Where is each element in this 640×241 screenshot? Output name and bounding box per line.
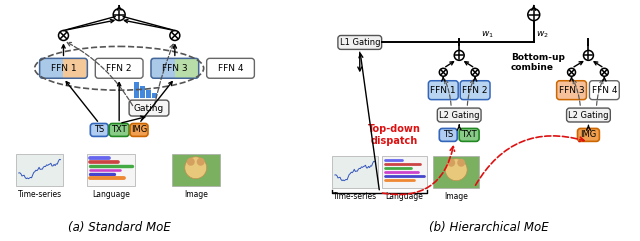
Text: TXT: TXT [461,130,477,139]
FancyBboxPatch shape [172,154,220,186]
Text: FFN 2: FFN 2 [462,86,488,95]
FancyBboxPatch shape [109,123,129,136]
Text: FFN 4: FFN 4 [218,64,243,73]
FancyBboxPatch shape [130,123,148,136]
FancyBboxPatch shape [63,58,87,78]
FancyBboxPatch shape [87,154,135,186]
Bar [146,90,151,98]
Text: Image: Image [444,192,468,201]
Text: $w_1$: $w_1$ [481,30,494,40]
FancyBboxPatch shape [439,128,457,141]
FancyBboxPatch shape [151,58,176,78]
Text: Image: Image [184,190,207,199]
FancyBboxPatch shape [175,58,198,78]
FancyBboxPatch shape [207,58,254,78]
Circle shape [457,159,465,167]
FancyBboxPatch shape [460,81,490,100]
Text: FFN 3: FFN 3 [162,64,188,73]
Text: $w_2$: $w_2$ [536,30,548,40]
FancyBboxPatch shape [428,81,458,100]
Text: IMG: IMG [131,126,147,134]
Text: FFN 1: FFN 1 [431,86,456,95]
Text: Top-down
dispatch: Top-down dispatch [368,124,421,146]
Text: TS: TS [94,126,104,134]
FancyBboxPatch shape [459,128,479,141]
Circle shape [185,157,207,179]
Text: FFN 1: FFN 1 [51,64,76,73]
FancyBboxPatch shape [338,35,381,49]
Text: Language: Language [385,192,424,201]
Bar [152,93,157,98]
Text: L2 Gating: L2 Gating [568,111,609,120]
FancyBboxPatch shape [381,156,428,187]
Text: (b) Hierarchical MoE: (b) Hierarchical MoE [429,221,549,234]
Text: Language: Language [92,190,130,199]
FancyBboxPatch shape [557,81,586,100]
Text: Gating: Gating [134,104,164,113]
Circle shape [447,159,455,167]
FancyBboxPatch shape [566,108,611,122]
FancyBboxPatch shape [95,58,143,78]
Text: Time-series: Time-series [17,190,61,199]
FancyBboxPatch shape [40,58,65,78]
Text: TS: TS [443,130,453,139]
Text: L2 Gating: L2 Gating [439,111,479,120]
FancyBboxPatch shape [589,81,620,100]
Text: (a) Standard MoE: (a) Standard MoE [68,221,170,234]
FancyBboxPatch shape [90,123,108,136]
Text: IMG: IMG [580,130,596,139]
Circle shape [187,158,195,166]
Text: FFN 3: FFN 3 [559,86,584,95]
Text: Time-series: Time-series [333,192,377,201]
FancyBboxPatch shape [577,128,600,141]
Circle shape [196,158,205,166]
FancyBboxPatch shape [332,156,378,187]
FancyBboxPatch shape [129,100,169,116]
FancyBboxPatch shape [433,156,479,187]
Text: L1 Gating: L1 Gating [339,38,380,47]
Text: FFN 2: FFN 2 [106,64,132,73]
Bar [140,86,145,98]
Text: FFN 4: FFN 4 [591,86,617,95]
Bar [134,82,139,98]
Circle shape [445,159,467,181]
FancyBboxPatch shape [437,108,481,122]
Text: TXT: TXT [111,126,127,134]
Text: Bottom-up
combine: Bottom-up combine [511,53,564,72]
FancyBboxPatch shape [16,154,63,186]
